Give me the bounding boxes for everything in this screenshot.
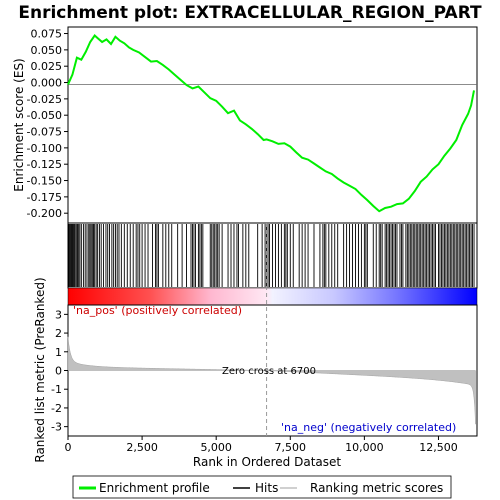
metric-y-tick-label: 1 [55, 346, 62, 359]
ranking-metric-area [67, 336, 476, 425]
x-tick-label: 12,500 [419, 441, 458, 454]
es-y-tick-label: -0.150 [27, 175, 62, 188]
legend-profile-label: Enrichment profile [99, 481, 210, 495]
legend-metric-label: Ranking metric scores [310, 481, 443, 495]
x-tick-label: 2,500 [126, 441, 158, 454]
negative-correlation-label: 'na_neg' (negatively correlated) [281, 421, 456, 434]
metric-y-tick-label: -2 [51, 402, 62, 415]
x-tick-label: 7,500 [275, 441, 307, 454]
rank-color-bar [67, 287, 478, 306]
es-y-tick-label: -0.075 [27, 126, 62, 139]
es-y-tick-label: -0.025 [27, 93, 62, 106]
metric-y-tick-label: 2 [55, 327, 62, 340]
es-y-tick-label: -0.100 [27, 142, 62, 155]
es-y-tick-label: 0.050 [31, 44, 63, 57]
es-y-ticks: 0.075 0.050 0.025 0.000 -0.025 -0.050 -0.075 -0… [27, 28, 68, 220]
x-tick-label: 0 [65, 441, 72, 454]
metric-y-axis-label: Ranked list metric (PreRanked) [33, 277, 47, 462]
es-y-tick-label: -0.050 [27, 109, 62, 122]
metric-y-tick-label: -1 [51, 383, 62, 396]
x-axis-label: Rank in Ordered Dataset [193, 455, 341, 469]
es-y-tick-label: 0.000 [31, 77, 63, 90]
metric-y-tick-label: 0 [55, 365, 62, 378]
es-y-tick-label: 0.075 [31, 28, 63, 41]
es-y-tick-label: 0.025 [31, 60, 63, 73]
legend: Enrichment profile Hits Ranking metric s… [72, 475, 452, 499]
metric-y-tick-label: 3 [55, 308, 62, 321]
es-y-tick-label: -0.175 [27, 191, 62, 204]
es-y-axis-label: Enrichment score (ES) [12, 58, 26, 191]
metric-y-tick-label: -3 [51, 421, 62, 434]
enrichment-profile-line [67, 33, 475, 213]
legend-frame [72, 475, 452, 499]
metric-y-ticks: 3 2 1 0 -1 -2 -3 [51, 308, 68, 434]
chart-title: Enrichment plot: EXTRACELLULAR_REGION_PA… [18, 3, 482, 23]
x-tick-label: 5,000 [200, 441, 232, 454]
zero-cross-label: Zero cross at 6700 [222, 366, 316, 377]
positive-correlation-label: 'na_pos' (positively correlated) [73, 304, 242, 317]
es-y-tick-label: -0.200 [27, 207, 62, 220]
es-y-tick-label: -0.125 [27, 158, 62, 171]
legend-hits-label: Hits [255, 481, 278, 495]
hit-markers [68, 224, 475, 287]
x-tick-label: 10,000 [345, 441, 384, 454]
x-ticks: 0 2,500 5,000 7,500 10,000 12,500 [65, 436, 458, 454]
